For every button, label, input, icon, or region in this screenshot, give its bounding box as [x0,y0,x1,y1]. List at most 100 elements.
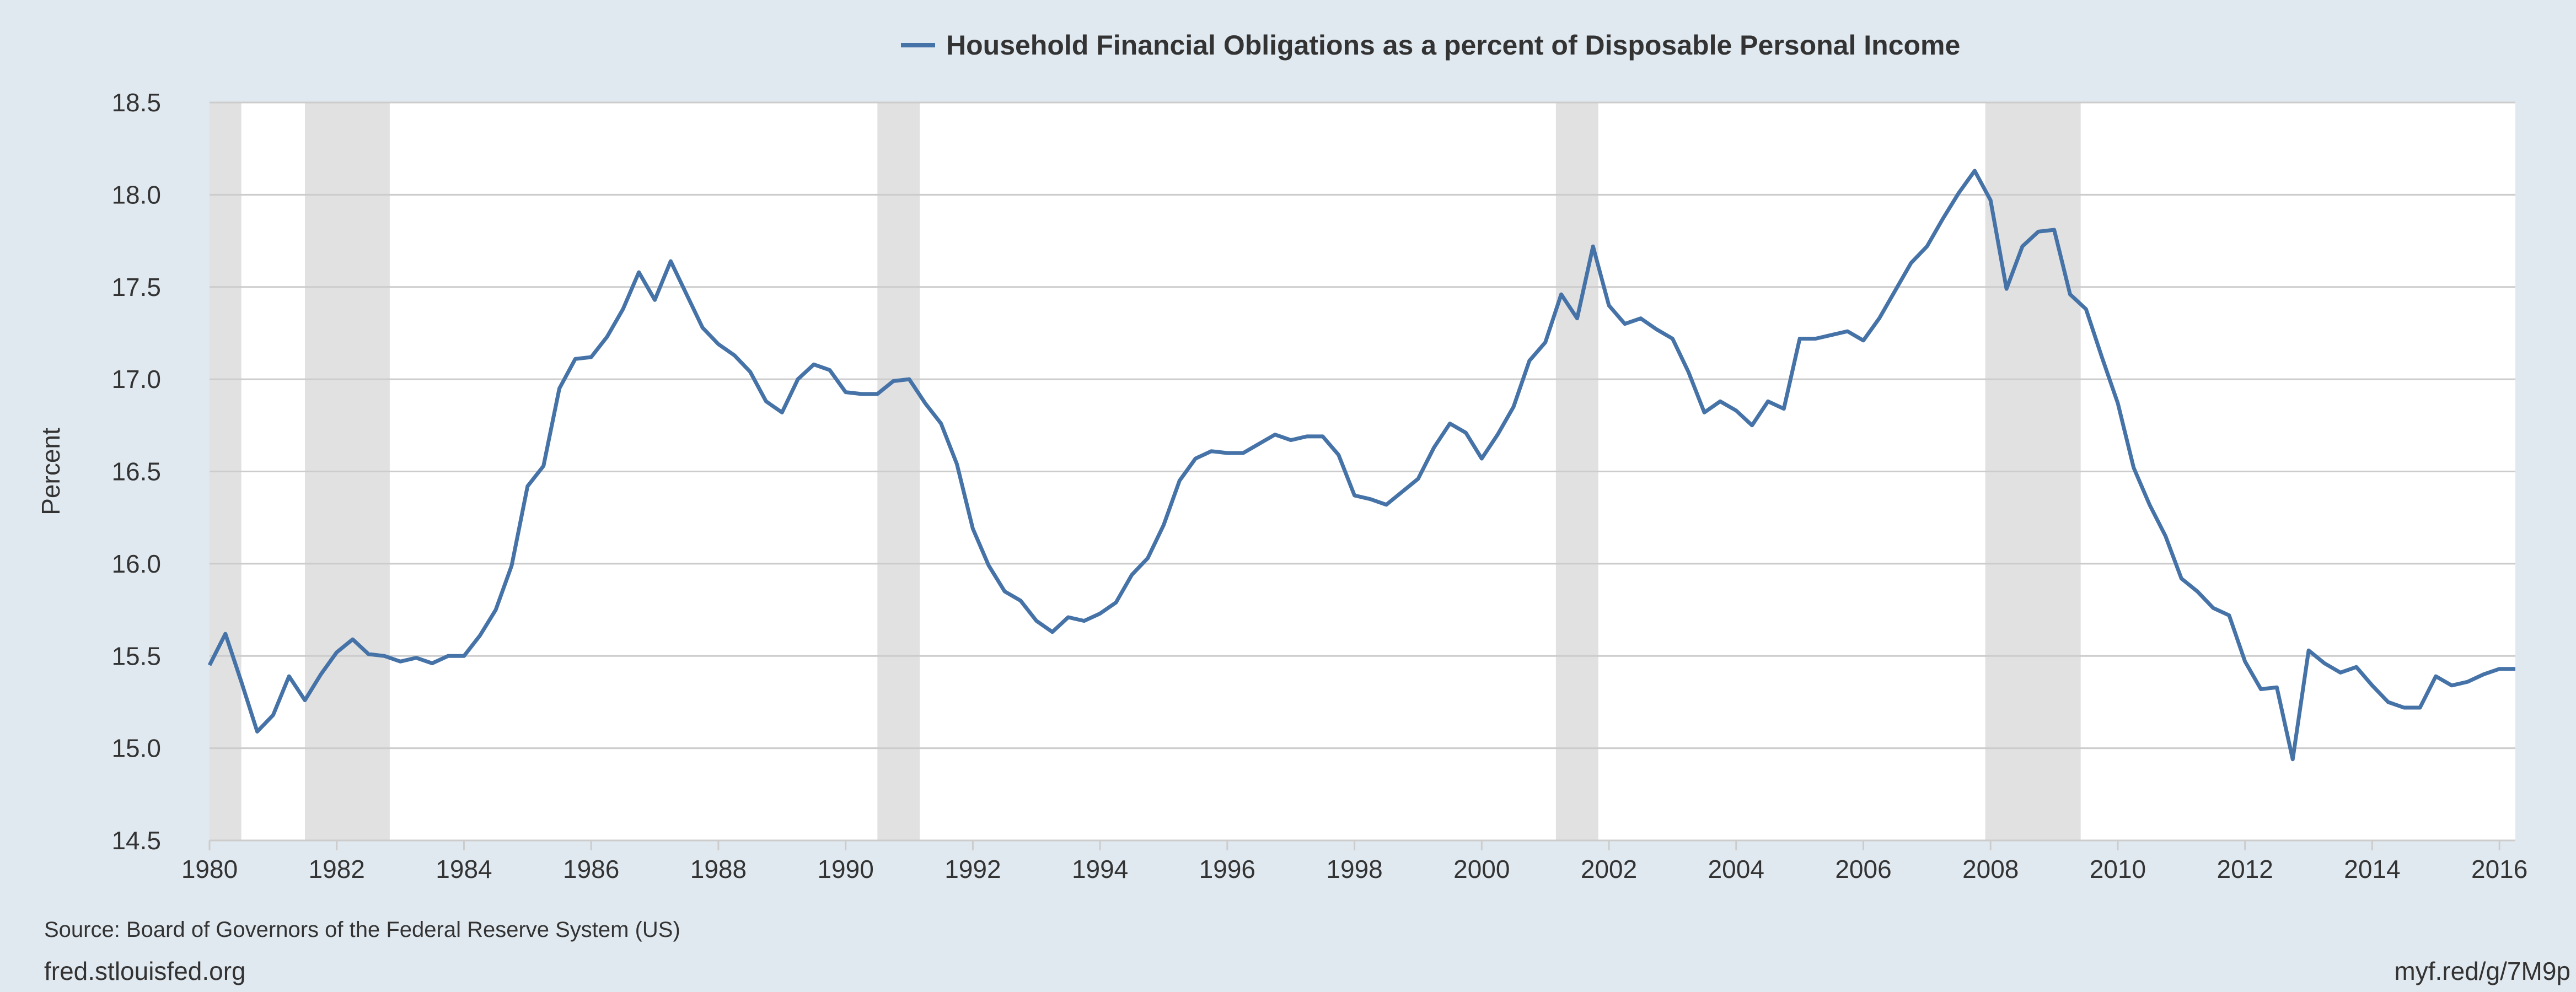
data-point[interactable] [492,607,499,613]
data-point[interactable] [2226,612,2232,619]
data-point[interactable] [1780,406,1787,412]
data-point[interactable] [334,649,340,656]
data-point[interactable] [1510,403,1517,410]
site-link[interactable]: fred.stlouisfed.org [44,957,246,985]
data-point[interactable] [779,409,785,416]
data-point[interactable] [1431,444,1437,451]
data-point[interactable] [2178,575,2185,582]
data-point[interactable] [2210,605,2217,611]
data-point[interactable] [954,461,960,467]
data-point[interactable] [2194,588,2201,595]
data-point[interactable] [1669,336,1676,342]
data-point[interactable] [1478,455,1485,462]
data-point[interactable] [540,463,547,470]
data-point[interactable] [2480,671,2487,678]
data-point[interactable] [1638,315,1644,322]
data-point[interactable] [1987,197,1994,203]
data-point[interactable] [2385,699,2391,705]
data-point[interactable] [874,391,881,397]
data-point[interactable] [286,673,292,680]
data-point[interactable] [2369,682,2375,689]
data-point[interactable] [206,662,213,668]
data-point[interactable] [2321,660,2328,667]
data-point[interactable] [1256,440,1263,447]
data-point[interactable] [1685,369,1692,375]
data-point[interactable] [938,420,944,427]
data-point[interactable] [2337,669,2344,676]
data-point[interactable] [1590,243,1596,250]
data-point[interactable] [1335,451,1342,458]
data-point[interactable] [1097,610,1103,617]
data-point[interactable] [2258,686,2264,693]
data-point[interactable] [620,306,626,312]
data-point[interactable] [445,653,452,659]
data-point[interactable] [397,658,404,665]
data-point[interactable] [1192,455,1199,462]
data-point[interactable] [667,258,674,265]
data-point[interactable] [1542,339,1549,346]
data-point[interactable] [1876,315,1882,322]
data-point[interactable] [1828,332,1835,338]
data-point[interactable] [1844,328,1851,335]
data-point[interactable] [2449,682,2455,689]
data-point[interactable] [270,711,276,718]
data-point[interactable] [238,678,245,685]
data-point[interactable] [1463,429,1469,436]
data-point[interactable] [2162,533,2169,540]
data-point[interactable] [1701,409,1708,416]
data-point[interactable] [811,361,817,368]
data-point[interactable] [1654,326,1660,333]
data-point[interactable] [1924,243,1930,250]
data-point[interactable] [1208,448,1215,455]
data-point[interactable] [2003,285,2010,292]
data-point[interactable] [1176,477,1183,484]
data-point[interactable] [2146,502,2153,508]
data-point[interactable] [2401,704,2407,711]
data-point[interactable] [842,389,849,396]
data-point[interactable] [508,562,515,569]
data-point[interactable] [1606,302,1612,309]
data-point[interactable] [222,630,229,637]
data-point[interactable] [1351,492,1358,499]
data-point[interactable] [1303,433,1310,440]
data-point[interactable] [2035,228,2042,235]
data-point[interactable] [2289,756,2296,763]
data-point[interactable] [1145,555,1151,562]
data-point[interactable] [731,352,738,359]
data-point[interactable] [254,729,261,735]
data-point[interactable] [1129,572,1135,578]
data-point[interactable] [1733,407,1740,414]
data-point[interactable] [890,378,897,385]
data-point[interactable] [1812,336,1819,342]
data-point[interactable] [1749,422,1756,429]
data-point[interactable] [2433,673,2439,680]
data-point[interactable] [2051,227,2058,233]
data-point[interactable] [1399,488,1405,495]
data-point[interactable] [1622,321,1628,327]
data-point[interactable] [2115,400,2121,407]
data-point[interactable] [1367,496,1373,503]
short-url-link[interactable]: myf.red/g/7M9p [2394,957,2570,985]
data-point[interactable] [636,269,642,276]
data-point[interactable] [1574,315,1580,322]
data-point[interactable] [524,483,531,489]
data-point[interactable] [1796,336,1803,342]
data-point[interactable] [1161,522,1167,529]
data-point[interactable] [747,369,754,375]
data-point[interactable] [365,651,372,657]
data-point[interactable] [1956,190,1962,196]
data-point[interactable] [350,636,356,643]
data-point[interactable] [922,400,929,407]
data-point[interactable] [381,653,388,659]
data-point[interactable] [588,354,594,360]
data-point[interactable] [2273,684,2280,691]
data-point[interactable] [858,391,865,397]
data-point[interactable] [302,697,308,704]
data-point[interactable] [1860,337,1867,344]
data-point[interactable] [763,398,769,405]
data-point[interactable] [2353,664,2360,670]
data-point[interactable] [1892,287,1898,294]
data-point[interactable] [1940,215,1946,222]
data-point[interactable] [2130,465,2137,471]
data-point[interactable] [476,632,483,639]
